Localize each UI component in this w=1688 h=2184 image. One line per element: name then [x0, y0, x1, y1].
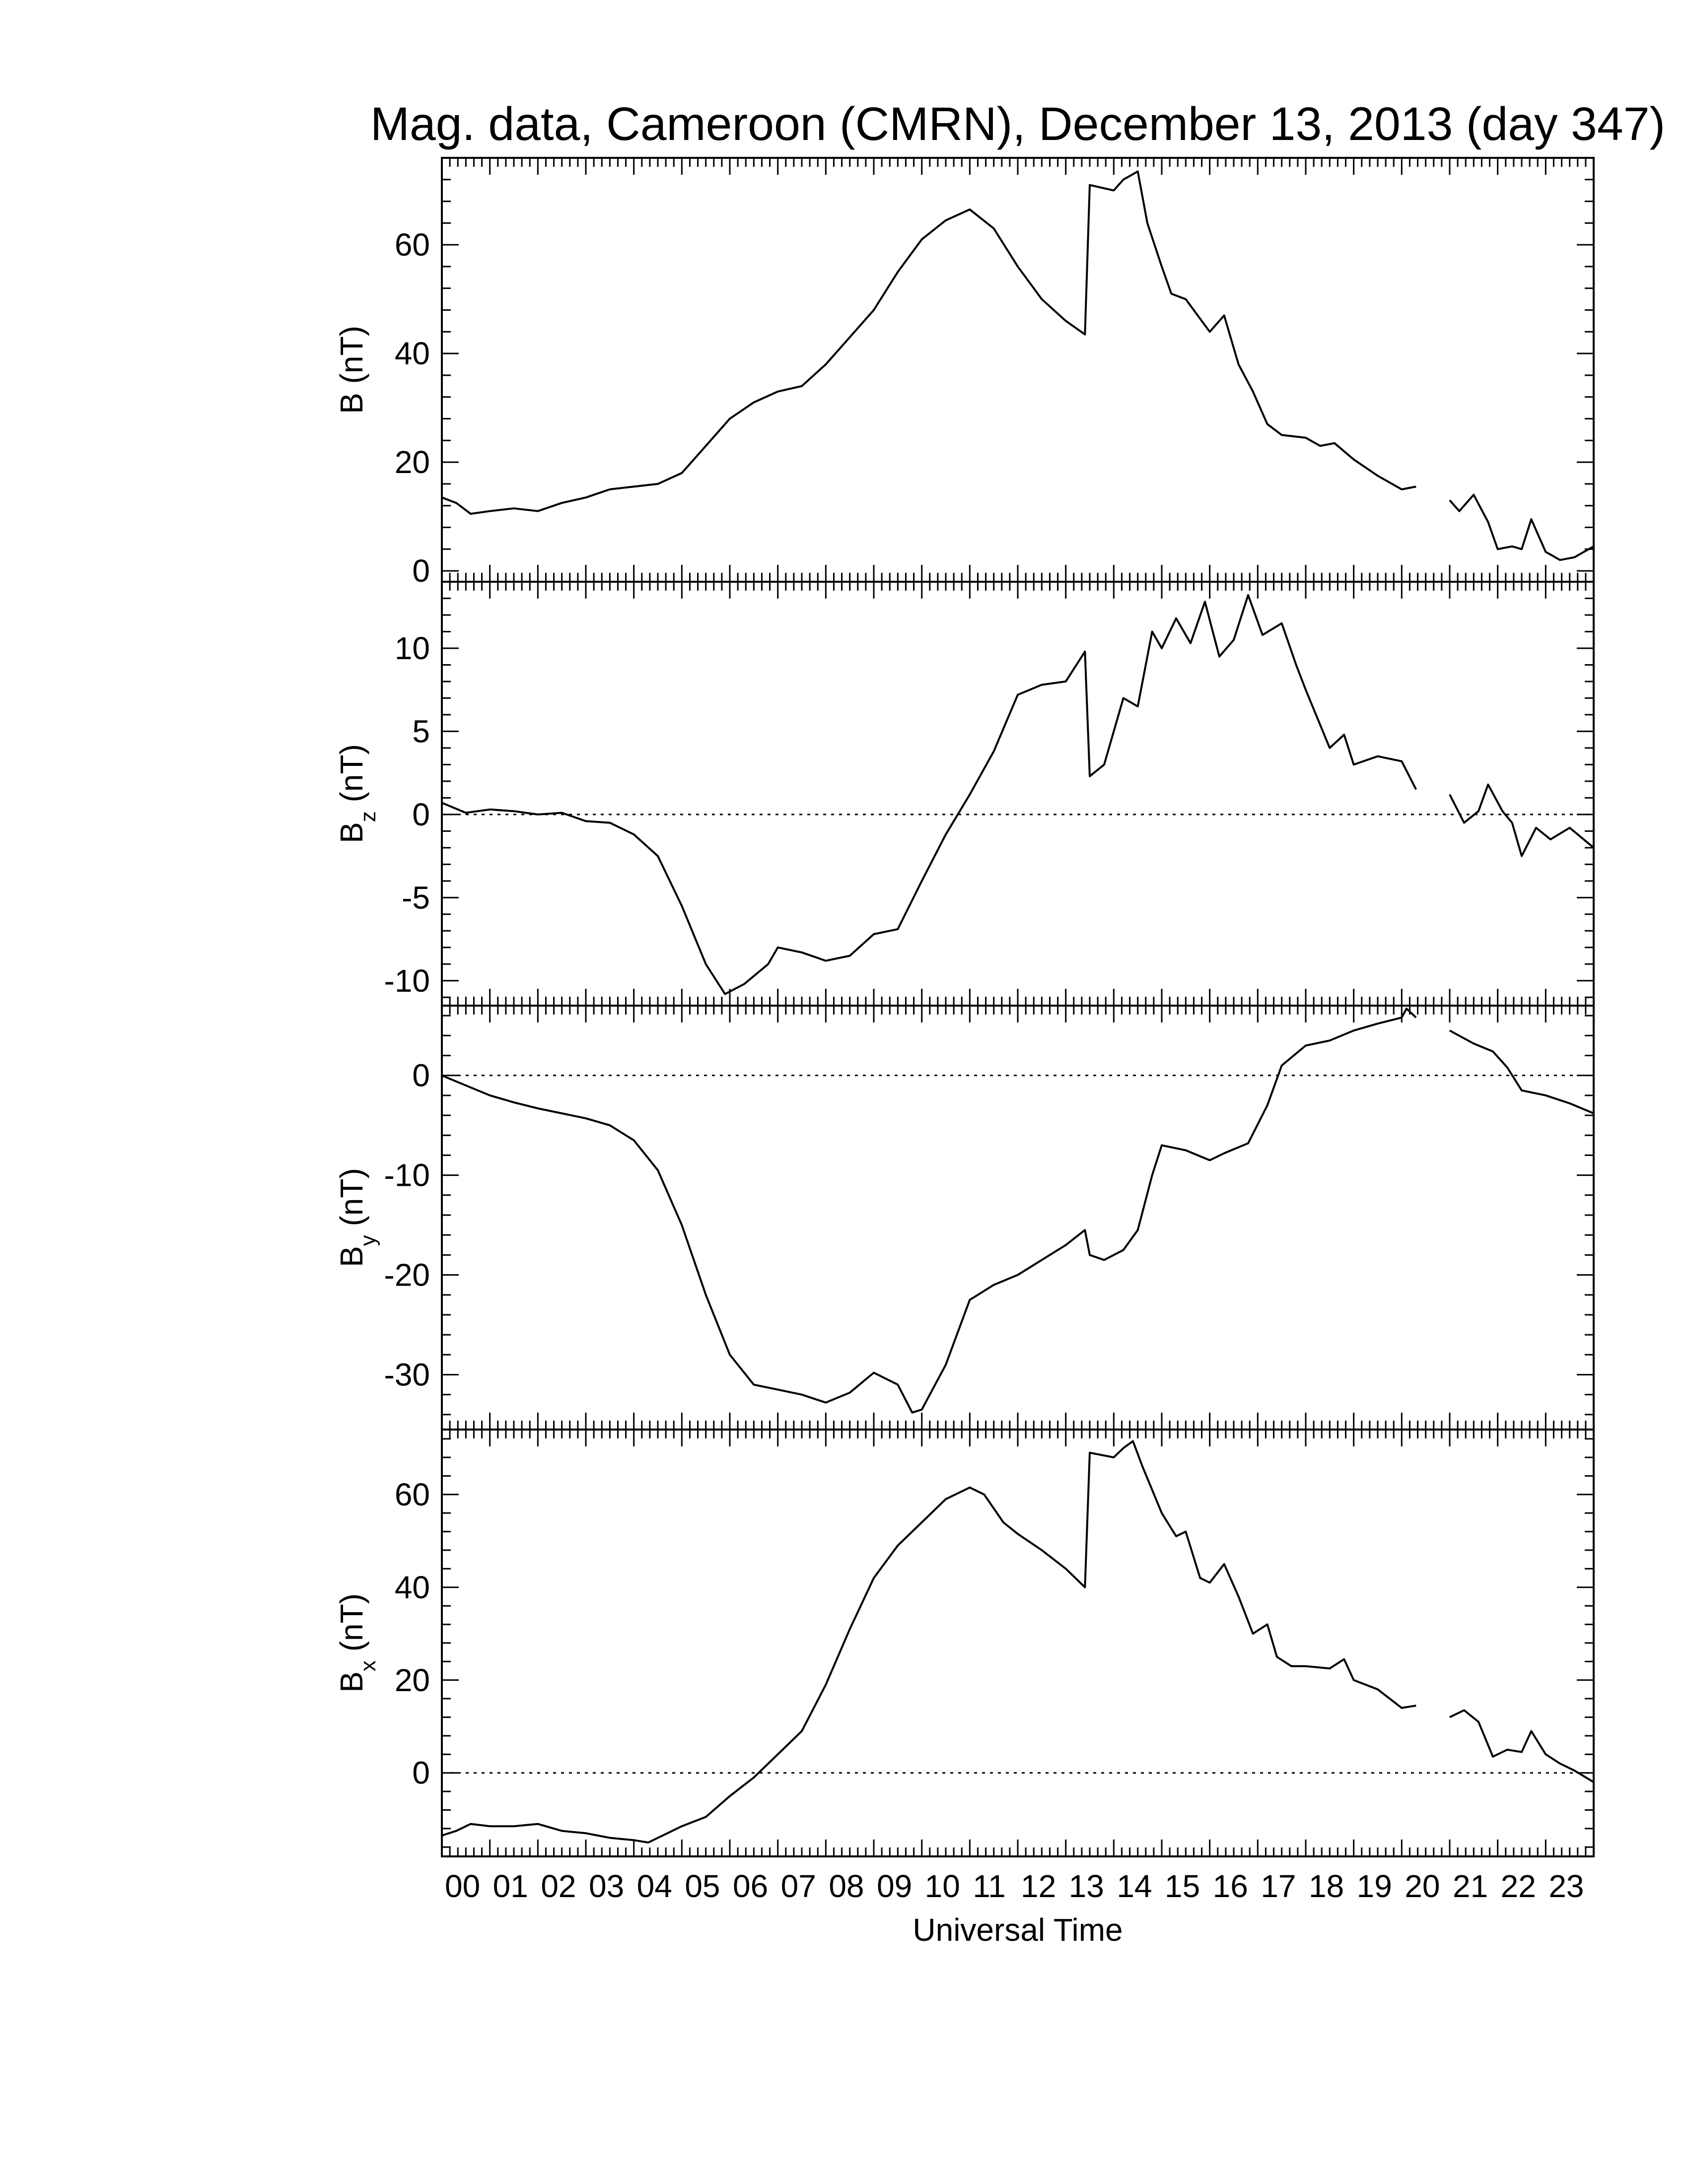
data-series-line-2: [1449, 783, 1595, 857]
x-tick-label: 13: [1069, 1868, 1104, 1904]
y-tick-label: 20: [395, 1662, 430, 1698]
x-tick-labels: 00 01 02 03 04 05 06 07 08 09 10 11 12 13 14 15 16 17 18 19…: [445, 1868, 1584, 1904]
data-series-line-2: [1449, 1029, 1594, 1114]
x-tick-label: 04: [637, 1868, 672, 1904]
y-axis-label: B (nT): [334, 326, 369, 414]
x-tick-label: 21: [1453, 1868, 1488, 1904]
y-axis-label-unit: (nT): [334, 1593, 369, 1660]
y-tick-label: 40: [395, 336, 430, 371]
y-tick-label: -5: [402, 880, 430, 915]
data-series-line-2: [1449, 1709, 1595, 1783]
y-tick-label: -10: [384, 1158, 430, 1193]
x-tick-label: 12: [1021, 1868, 1056, 1904]
y-tick-label: 40: [395, 1570, 430, 1605]
x-tick-label: 08: [829, 1868, 864, 1904]
data-series-line-2: [1449, 493, 1594, 561]
y-tick-label: 0: [412, 1058, 430, 1093]
panel-3: -30 -20 -10 0 By (nT): [334, 1005, 1595, 1431]
x-tick-label: 03: [589, 1868, 624, 1904]
x-tick-label: 16: [1213, 1868, 1248, 1904]
y-axis-label-main: B: [334, 1246, 369, 1267]
panel-frame: [441, 157, 1595, 583]
y-axis-label: Bx (nT): [334, 1593, 380, 1693]
x-axis-label: Universal Time: [913, 1912, 1123, 1948]
panel-2: -10 -5 0 5 10 Bz (nT): [334, 581, 1595, 1007]
y-tick-label: -10: [384, 963, 430, 999]
y-tick-label: 0: [412, 1755, 430, 1791]
y-tick-label: 5: [412, 713, 430, 749]
y-axis-label-main: B: [334, 393, 369, 414]
data-series-line-1: [441, 1440, 1416, 1843]
y-tick-label: 0: [412, 797, 430, 832]
x-tick-label: 22: [1501, 1868, 1536, 1904]
data-series-line-1: [441, 170, 1416, 515]
x-tick-label: 06: [733, 1868, 768, 1904]
x-tick-label: 10: [925, 1868, 960, 1904]
x-tick-label: 15: [1165, 1868, 1200, 1904]
x-tick-label: 01: [493, 1868, 528, 1904]
panel-frame: [441, 581, 1595, 1007]
y-tick-label: -20: [384, 1257, 430, 1293]
x-tick-label: 07: [781, 1868, 816, 1904]
y-axis-label-unit: (nT): [334, 1168, 369, 1235]
y-axis-label-subscript: y: [356, 1235, 380, 1246]
y-tick-label: 60: [395, 1477, 430, 1512]
x-tick-label: 09: [877, 1868, 912, 1904]
y-axis-label-unit: (nT): [334, 744, 369, 811]
data-series-line-1: [441, 594, 1417, 995]
y-axis-label-main: B: [334, 822, 369, 843]
y-tick-label: 20: [395, 444, 430, 480]
y-tick-label: -30: [384, 1357, 430, 1392]
x-tick-label: 19: [1357, 1868, 1392, 1904]
x-tick-label: 02: [541, 1868, 576, 1904]
data-series-line-1: [441, 1008, 1417, 1414]
y-axis-label-subscript: x: [356, 1660, 380, 1671]
y-axis-label: Bz (nT): [334, 744, 380, 843]
x-tick-label: 11: [973, 1868, 1005, 1904]
x-tick-label: 17: [1261, 1868, 1296, 1904]
x-tick-label: 00: [445, 1868, 480, 1904]
x-tick-label: 18: [1309, 1868, 1344, 1904]
y-tick-label: 60: [395, 227, 430, 263]
y-tick-label: 10: [395, 630, 430, 666]
chart-title: Mag. data, Cameroon (CMRN), December 13,…: [370, 98, 1665, 150]
y-axis-label: By (nT): [334, 1168, 380, 1267]
panel-frame: [441, 1005, 1595, 1431]
y-tick-label: 0: [412, 553, 430, 589]
x-tick-label: 20: [1405, 1868, 1440, 1904]
y-axis-label-subscript: z: [356, 811, 380, 822]
x-tick-label: 05: [685, 1868, 720, 1904]
y-axis-label-main: B: [334, 1671, 369, 1693]
panel-4: 0 20 40 60 Bx (nT): [334, 1429, 1595, 1857]
panel-1: 0 20 40 60 B (nT): [334, 157, 1595, 589]
y-axis-label-unit: (nT): [334, 326, 369, 393]
x-tick-label: 14: [1117, 1868, 1152, 1904]
x-tick-label: 23: [1548, 1868, 1584, 1904]
panel-frame: [441, 1429, 1595, 1857]
